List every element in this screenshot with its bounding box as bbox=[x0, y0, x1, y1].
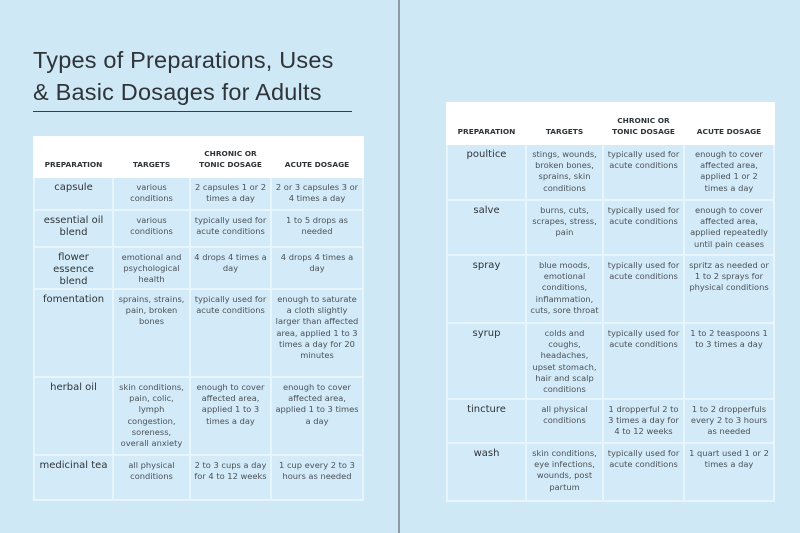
header-targets: TARGETS bbox=[525, 102, 604, 145]
table-row: salve burns, cuts, scrapes, stress, pain t… bbox=[446, 199, 775, 256]
cell-preparation: tincture bbox=[446, 398, 527, 444]
cell-chronic: 2 capsules 1 or 2 times a day bbox=[189, 176, 272, 211]
cell-acute: 2 or 3 capsules 3 or 4 times a day bbox=[270, 176, 364, 211]
table-row: syrup colds and coughs, headaches, upset … bbox=[446, 322, 775, 400]
header-acute: ACUTE DOSAGE bbox=[683, 102, 775, 145]
table-row: herbal oil skin conditions, pain, colic, … bbox=[33, 376, 364, 456]
cell-chronic: typically used for acute conditions bbox=[602, 199, 685, 256]
cell-preparation: spray bbox=[446, 254, 527, 324]
cell-acute: 1 to 2 dropperfuls every 2 to 3 hours as… bbox=[683, 398, 775, 444]
cell-chronic: typically used for acute conditions bbox=[602, 143, 685, 201]
page-title: Types of Preparations, Uses & Basic Dosa… bbox=[33, 44, 334, 108]
cell-targets: emotional and psychological health bbox=[112, 246, 191, 290]
table-row: medicinal tea all physical conditions 2 to… bbox=[33, 454, 364, 501]
cell-chronic: typically used for acute conditions bbox=[189, 288, 272, 378]
page-gutter bbox=[398, 0, 400, 533]
cell-preparation: herbal oil bbox=[33, 376, 114, 456]
cell-chronic: 2 to 3 cups a day for 4 to 12 weeks bbox=[189, 454, 272, 501]
title-line-2: & Basic Dosages for Adults bbox=[33, 79, 322, 105]
cell-preparation: salve bbox=[446, 199, 527, 256]
cell-targets: skin conditions, eye infections, wounds,… bbox=[525, 442, 604, 502]
title-underline bbox=[33, 111, 352, 112]
header-chronic: CHRONIC OR TONIC DOSAGE bbox=[602, 102, 685, 145]
cell-chronic: typically used for acute conditions bbox=[189, 209, 272, 248]
table-row: essential oil blend various conditions typ… bbox=[33, 209, 364, 248]
title-line-1: Types of Preparations, Uses bbox=[33, 47, 334, 73]
table-row: tincture all physical conditions 1 dropper… bbox=[446, 398, 775, 444]
cell-targets: all physical conditions bbox=[525, 398, 604, 444]
cell-acute: enough to cover affected area, applied 1… bbox=[270, 376, 364, 456]
cell-preparation: medicinal tea bbox=[33, 454, 114, 501]
table-row: spray blue moods, emotional conditions, i… bbox=[446, 254, 775, 324]
header-preparation: PREPARATION bbox=[33, 136, 114, 178]
cell-acute: 1 to 2 teaspoons 1 to 3 times a day bbox=[683, 322, 775, 400]
header-chronic: CHRONIC OR TONIC DOSAGE bbox=[189, 136, 272, 178]
cell-targets: colds and coughs, headaches, upset stoma… bbox=[525, 322, 604, 400]
header-targets: TARGETS bbox=[112, 136, 191, 178]
table-row: poultice stings, wounds, broken bones, sp… bbox=[446, 143, 775, 201]
cell-acute: enough to cover affected area, applied r… bbox=[683, 199, 775, 256]
table-row: capsule various conditions 2 capsules 1 or… bbox=[33, 176, 364, 211]
cell-targets: burns, cuts, scrapes, stress, pain bbox=[525, 199, 604, 256]
cell-preparation: fomentation bbox=[33, 288, 114, 378]
cell-chronic: 1 dropperful 2 to 3 times a day for 4 to… bbox=[602, 398, 685, 444]
cell-acute: 4 drops 4 times a day bbox=[270, 246, 364, 290]
cell-acute: 1 cup every 2 to 3 hours as needed bbox=[270, 454, 364, 501]
cell-chronic: typically used for acute conditions bbox=[602, 442, 685, 502]
table-row: wash skin conditions, eye infections, wou… bbox=[446, 442, 775, 502]
cell-acute: spritz as needed or 1 to 2 sprays for ph… bbox=[683, 254, 775, 324]
cell-preparation: poultice bbox=[446, 143, 527, 201]
cell-targets: sprains, strains, pain, broken bones bbox=[112, 288, 191, 378]
cell-acute: enough to saturate a cloth slightly larg… bbox=[270, 288, 364, 378]
cell-preparation: wash bbox=[446, 442, 527, 502]
cell-targets: blue moods, emotional conditions, inflam… bbox=[525, 254, 604, 324]
cell-preparation: syrup bbox=[446, 322, 527, 400]
dosage-table-right: PREPARATION TARGETS CHRONIC OR TONIC DOS… bbox=[446, 102, 775, 502]
cell-chronic: 4 drops 4 times a day bbox=[189, 246, 272, 290]
cell-preparation: flower essence blend bbox=[33, 246, 114, 290]
cell-chronic: typically used for acute conditions bbox=[602, 254, 685, 324]
header-acute: ACUTE DOSAGE bbox=[270, 136, 364, 178]
table-row: fomentation sprains, strains, pain, broke… bbox=[33, 288, 364, 378]
cell-acute: 1 quart used 1 or 2 times a day bbox=[683, 442, 775, 502]
header-preparation: PREPARATION bbox=[446, 102, 527, 145]
cell-targets: various conditions bbox=[112, 176, 191, 211]
cell-targets: various conditions bbox=[112, 209, 191, 248]
cell-preparation: essential oil blend bbox=[33, 209, 114, 248]
cell-acute: 1 to 5 drops as needed bbox=[270, 209, 364, 248]
dosage-table-left: PREPARATION TARGETS CHRONIC OR TONIC DOS… bbox=[33, 136, 364, 501]
cell-acute: enough to cover affected area, applied 1… bbox=[683, 143, 775, 201]
table-row: flower essence blend emotional and psycho… bbox=[33, 246, 364, 290]
cell-preparation: capsule bbox=[33, 176, 114, 211]
cell-targets: all physical conditions bbox=[112, 454, 191, 501]
cell-targets: stings, wounds, broken bones, sprains, s… bbox=[525, 143, 604, 201]
cell-targets: skin conditions, pain, colic, lymph cong… bbox=[112, 376, 191, 456]
cell-chronic: typically used for acute conditions bbox=[602, 322, 685, 400]
cell-chronic: enough to cover affected area, applied 1… bbox=[189, 376, 272, 456]
